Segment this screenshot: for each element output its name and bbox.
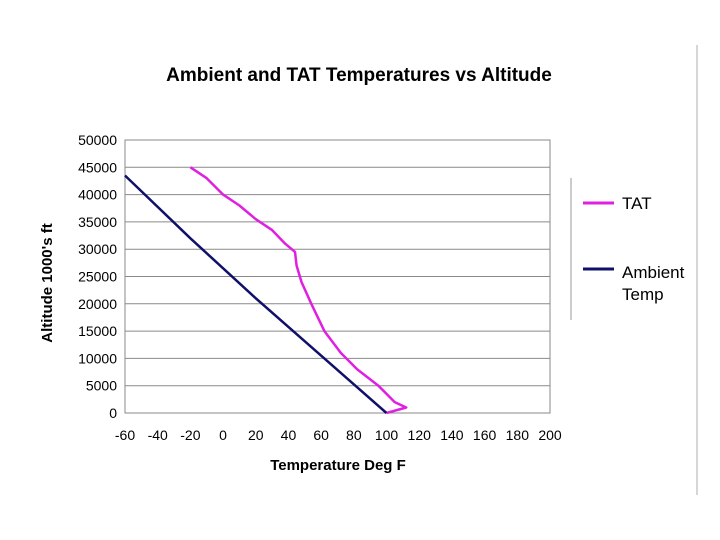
x-tick-label: -40 <box>148 427 168 443</box>
x-tick-label: 180 <box>506 427 530 443</box>
chart-title: Ambient and TAT Temperatures vs Altitude <box>166 65 552 86</box>
y-tick-label: 15000 <box>78 323 117 339</box>
y-axis-title: Altitude 1000's ft <box>39 223 56 342</box>
y-tick-label: 35000 <box>78 214 117 230</box>
legend-label-ambient-line1: Ambient <box>622 263 685 282</box>
x-tick-label: 60 <box>313 427 329 443</box>
y-tick-label: 30000 <box>78 241 117 257</box>
series-line-tat <box>189 166 408 415</box>
y-tick-label: 45000 <box>78 159 117 175</box>
grid-lines <box>125 166 550 387</box>
series-lines <box>124 166 408 415</box>
x-tick-label: 100 <box>375 427 399 443</box>
x-axis-title: Temperature Deg F <box>270 457 406 474</box>
y-tick-labels: 0 5000 10000 15000 20000 25000 30000 35000 40000… <box>78 132 117 421</box>
y-tick-label: 0 <box>109 405 117 421</box>
legend: TAT Ambient Temp <box>570 178 685 320</box>
x-tick-label: 120 <box>408 427 432 443</box>
y-tick-label: 25000 <box>78 269 117 285</box>
x-tick-labels: -60 -40 -20 0 20 40 60 80 100 120 140 160 180 200 <box>115 427 562 443</box>
x-tick-label: -60 <box>115 427 135 443</box>
x-tick-label: 40 <box>281 427 297 443</box>
legend-label-tat: TAT <box>622 194 652 213</box>
y-tick-label: 40000 <box>78 187 117 203</box>
legend-label-ambient-line2: Temp <box>622 285 664 304</box>
x-tick-label: 0 <box>219 427 227 443</box>
y-tick-label: 50000 <box>78 132 117 148</box>
x-tick-label: -20 <box>180 427 200 443</box>
x-tick-label: 140 <box>440 427 464 443</box>
y-tick-label: 5000 <box>86 378 117 394</box>
y-tick-label: 10000 <box>78 350 117 366</box>
y-tick-label: 20000 <box>78 296 117 312</box>
x-tick-label: 20 <box>248 427 264 443</box>
x-tick-label: 80 <box>346 427 362 443</box>
x-tick-label: 200 <box>538 427 562 443</box>
series-line-ambient-temp <box>124 174 388 414</box>
x-tick-label: 160 <box>473 427 497 443</box>
